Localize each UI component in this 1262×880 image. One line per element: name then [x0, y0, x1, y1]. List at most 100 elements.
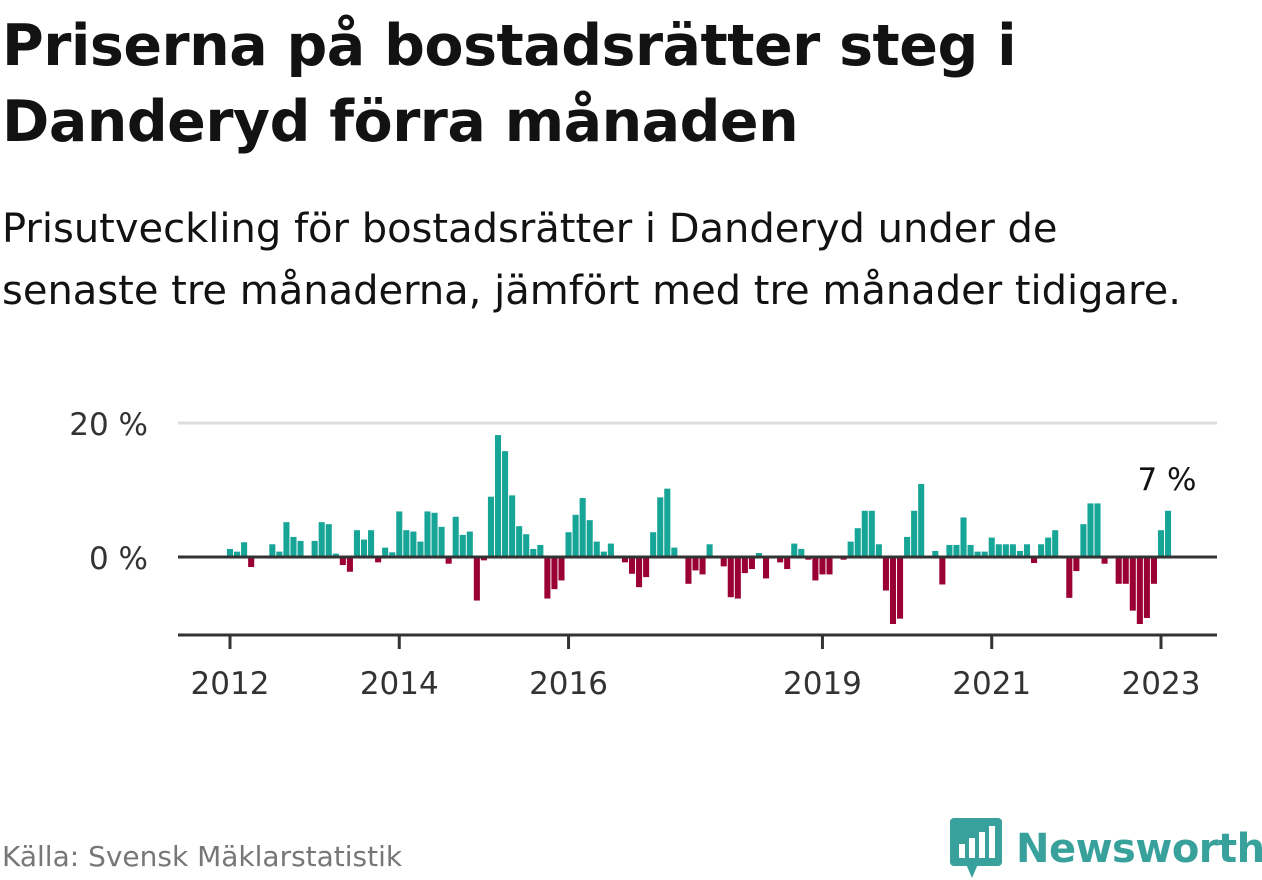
bar-negative [473, 557, 480, 601]
bar-positive [861, 510, 868, 557]
bar-positive [918, 483, 925, 557]
bar-negative [339, 557, 346, 566]
bar-positive [424, 511, 431, 557]
y-tick-label: 0 % [89, 541, 148, 577]
bars-layer [226, 435, 1172, 624]
bar-positive [389, 552, 396, 557]
bar-positive [911, 510, 918, 557]
bar-negative [692, 557, 699, 571]
bar-positive [1165, 510, 1172, 557]
bar-positive [967, 544, 974, 557]
bar-negative [819, 557, 826, 575]
bar-positive [290, 536, 297, 557]
bar-negative [882, 557, 889, 591]
bar-negative [248, 557, 255, 568]
bar-negative [826, 557, 833, 575]
bar-positive [953, 544, 960, 557]
bar-positive [974, 551, 981, 557]
x-tick-label: 2021 [952, 666, 1031, 702]
bar-positive [530, 548, 537, 557]
bar-positive [579, 498, 586, 557]
bar-positive [586, 520, 593, 557]
bar-negative [939, 557, 946, 585]
bar-negative [889, 557, 897, 624]
bar-positive [791, 543, 798, 557]
bar-negative [763, 557, 770, 579]
bar-negative [1122, 557, 1129, 584]
bar-positive [664, 488, 671, 557]
bar-positive [523, 534, 530, 557]
bar-positive [946, 544, 953, 557]
bar-positive [241, 542, 248, 557]
brand[interactable]: Newsworthy [950, 818, 1262, 880]
bar-positive [509, 495, 516, 557]
bar-positive [325, 524, 332, 557]
bar-negative [727, 557, 734, 598]
x-tick-label: 2019 [783, 666, 862, 702]
bar-positive [537, 544, 544, 557]
bar-negative [1066, 557, 1073, 598]
bar-negative [1073, 557, 1080, 572]
bar-positive [1023, 544, 1031, 557]
bar-negative [636, 557, 643, 588]
bar-positive [981, 551, 988, 557]
bar-positive [1009, 544, 1016, 557]
bar-positive [706, 544, 713, 557]
bar-negative [480, 557, 487, 561]
brand-name[interactable]: Newsworthy [1016, 826, 1262, 872]
bar-positive [868, 510, 875, 557]
bar-negative [1031, 557, 1038, 564]
bar-positive [360, 539, 368, 557]
bar-positive [600, 551, 607, 557]
bar-positive [502, 451, 509, 557]
bar-positive [1080, 524, 1087, 557]
bar-positive [438, 526, 445, 557]
bar-positive [657, 497, 664, 557]
bar-negative [1150, 557, 1157, 584]
bar-negative [777, 557, 784, 563]
bar-negative [734, 557, 741, 599]
bar-positive [1157, 530, 1165, 557]
bar-positive [311, 540, 318, 557]
x-tick-label: 2014 [360, 666, 439, 702]
bar-positive [353, 530, 360, 557]
bar-positive [396, 511, 403, 557]
bar-positive [368, 530, 375, 557]
bar-negative [1143, 557, 1150, 618]
bar-positive [854, 528, 861, 557]
bar-positive [297, 540, 304, 557]
bar-negative [544, 557, 551, 599]
bar-positive [1002, 544, 1009, 557]
axis-layer [178, 555, 1217, 649]
bar-positive [226, 548, 234, 557]
bar-negative [628, 557, 636, 574]
bar-negative [685, 557, 692, 584]
bar-negative [445, 557, 452, 564]
bar-positive [755, 552, 763, 557]
bar-positive [452, 516, 459, 557]
bar-positive [487, 496, 494, 557]
bar-positive [459, 534, 466, 557]
bar-negative [897, 557, 904, 619]
chart-title: Priserna på bostadsrätter steg i Dandery… [2, 13, 1017, 155]
bar-positive [932, 550, 939, 557]
bar-positive [1016, 550, 1023, 557]
bar-positive [516, 526, 523, 557]
bar-positive [904, 536, 911, 557]
bar-negative [551, 557, 558, 590]
bar-negative [375, 557, 382, 563]
bar-positive [1045, 537, 1052, 557]
bar-positive [1038, 544, 1045, 557]
x-tick-label: 2023 [1122, 666, 1201, 702]
bar-positive [847, 541, 854, 557]
bar-positive [988, 537, 995, 557]
bar-positive [403, 530, 410, 557]
bar-positive [1094, 503, 1101, 557]
bar-negative [643, 557, 650, 578]
bar-positive [417, 541, 424, 557]
bar-positive [382, 547, 389, 557]
bar-positive [431, 512, 438, 557]
bar-positive [276, 551, 283, 557]
bar-positive [283, 522, 290, 557]
bar-positive [318, 522, 325, 557]
